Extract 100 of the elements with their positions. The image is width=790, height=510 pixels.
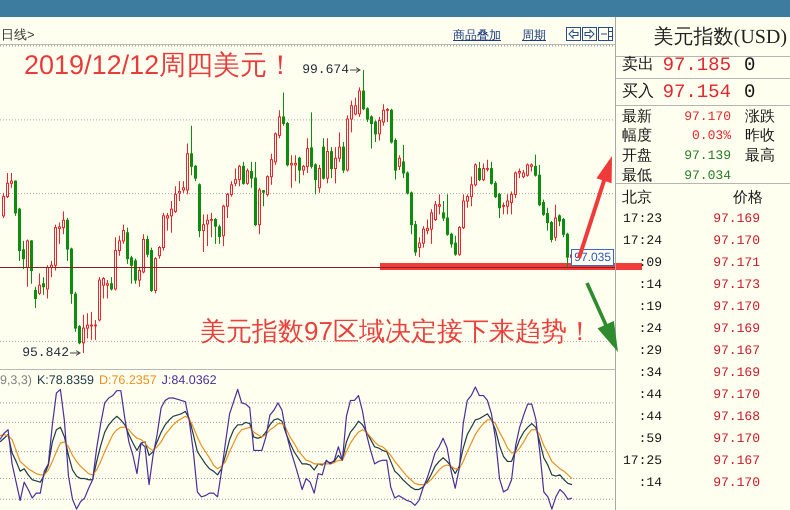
text: 97.167 bbox=[713, 342, 760, 360]
candlestick bbox=[218, 224, 221, 244]
candlestick bbox=[106, 280, 109, 300]
candlestick bbox=[482, 162, 485, 182]
candlestick bbox=[306, 138, 309, 174]
candlestick bbox=[202, 214, 205, 252]
candlestick bbox=[342, 141, 345, 174]
text: :14 bbox=[638, 276, 662, 294]
candlestick bbox=[134, 258, 137, 284]
text: 97.170 bbox=[713, 386, 760, 404]
text: 17:25 bbox=[622, 452, 662, 470]
text: 97.170 bbox=[713, 430, 760, 448]
text: 97.139 bbox=[684, 147, 731, 165]
candlestick bbox=[234, 168, 237, 187]
candlestick bbox=[206, 214, 209, 247]
text: 97.169 bbox=[713, 210, 760, 228]
text: 价格 bbox=[733, 189, 763, 207]
text: 97.169 bbox=[713, 364, 760, 382]
candlestick bbox=[178, 180, 181, 202]
candlestick bbox=[214, 218, 217, 244]
text: 商品叠加 bbox=[453, 28, 501, 43]
candlestick bbox=[174, 186, 177, 214]
candlestick bbox=[454, 235, 457, 256]
text: 幅度 bbox=[622, 127, 652, 145]
text: 日线> bbox=[1, 27, 35, 43]
candlestick bbox=[110, 276, 113, 291]
candlestick bbox=[290, 154, 293, 188]
candlestick bbox=[506, 194, 509, 215]
text: 97.168 bbox=[713, 408, 760, 426]
text: 97.170 bbox=[713, 232, 760, 250]
text: :59 bbox=[638, 430, 662, 448]
text: 开盘 bbox=[622, 147, 652, 165]
text: :34 bbox=[638, 364, 662, 382]
candlestick bbox=[554, 204, 557, 242]
text: 涨跌 bbox=[745, 108, 775, 126]
text: :14 bbox=[638, 474, 662, 492]
annotation: 99.674 bbox=[302, 62, 349, 78]
text: 97.170 bbox=[713, 298, 760, 316]
candlestick bbox=[46, 264, 49, 300]
candlestick bbox=[422, 226, 425, 248]
candlestick bbox=[210, 212, 213, 238]
chart-title: 2019/12/12周四美元！ bbox=[24, 49, 294, 82]
text: 最新 bbox=[622, 108, 652, 126]
text: 97.154 bbox=[662, 80, 731, 104]
candlestick bbox=[190, 125, 193, 176]
text: 卖出 bbox=[622, 54, 654, 75]
text: 买入 bbox=[622, 82, 654, 102]
text: 97.173 bbox=[713, 276, 760, 294]
candlestick bbox=[358, 86, 361, 118]
text: 97.170 bbox=[684, 108, 731, 126]
candlestick bbox=[398, 154, 401, 171]
text: 17:24 bbox=[622, 232, 662, 250]
candlestick bbox=[242, 161, 245, 186]
text: 97.034 bbox=[684, 167, 731, 185]
annotation: 95.842 bbox=[22, 345, 69, 361]
candlestick bbox=[82, 314, 85, 354]
text: D:76.2357 bbox=[98, 373, 157, 387]
candlestick bbox=[330, 146, 333, 179]
text: 美元指数(USD) bbox=[654, 26, 787, 48]
text: 97.170 bbox=[713, 474, 760, 492]
text: 0 bbox=[744, 53, 756, 77]
candlestick bbox=[298, 156, 301, 184]
text: :24 bbox=[638, 320, 662, 338]
text: :29 bbox=[638, 342, 662, 360]
text: 最高 bbox=[745, 147, 775, 165]
text: 97.167 bbox=[713, 452, 760, 470]
text: 17:23 bbox=[622, 210, 662, 228]
text: :44 bbox=[638, 408, 662, 426]
candlestick bbox=[38, 272, 41, 296]
text: K:78.8359 bbox=[36, 373, 94, 387]
text: 最低 bbox=[622, 167, 652, 185]
candlestick bbox=[94, 319, 97, 340]
candlestick bbox=[42, 276, 45, 296]
annotation: 美元指数97区域决定接下来趋势！ bbox=[200, 315, 593, 348]
text: :44 bbox=[638, 386, 662, 404]
candlestick bbox=[526, 162, 529, 178]
text: 97.169 bbox=[713, 320, 760, 338]
candlestick bbox=[62, 210, 65, 235]
candlestick bbox=[294, 154, 297, 182]
text: 0 bbox=[744, 80, 756, 104]
candlestick bbox=[502, 202, 505, 215]
candlestick bbox=[34, 286, 37, 309]
text: 97.185 bbox=[662, 53, 731, 77]
text: 昨收 bbox=[745, 127, 775, 145]
candlestick bbox=[246, 168, 249, 186]
text: 周期 bbox=[522, 28, 546, 43]
candlestick bbox=[238, 164, 241, 187]
candlestick bbox=[90, 311, 93, 340]
candlestick bbox=[334, 146, 337, 184]
candlestick bbox=[374, 120, 377, 142]
chart-title: 9,3,3) bbox=[0, 373, 32, 387]
text: 北京 bbox=[622, 189, 652, 207]
series-label: J:84.0362 bbox=[162, 373, 217, 387]
text: :19 bbox=[638, 298, 662, 316]
candlestick bbox=[514, 171, 517, 199]
candlestick bbox=[318, 164, 321, 194]
candlestick bbox=[478, 161, 481, 182]
text: 97.171 bbox=[713, 254, 760, 272]
text: 0.03% bbox=[692, 127, 731, 145]
candlestick bbox=[262, 189, 265, 207]
